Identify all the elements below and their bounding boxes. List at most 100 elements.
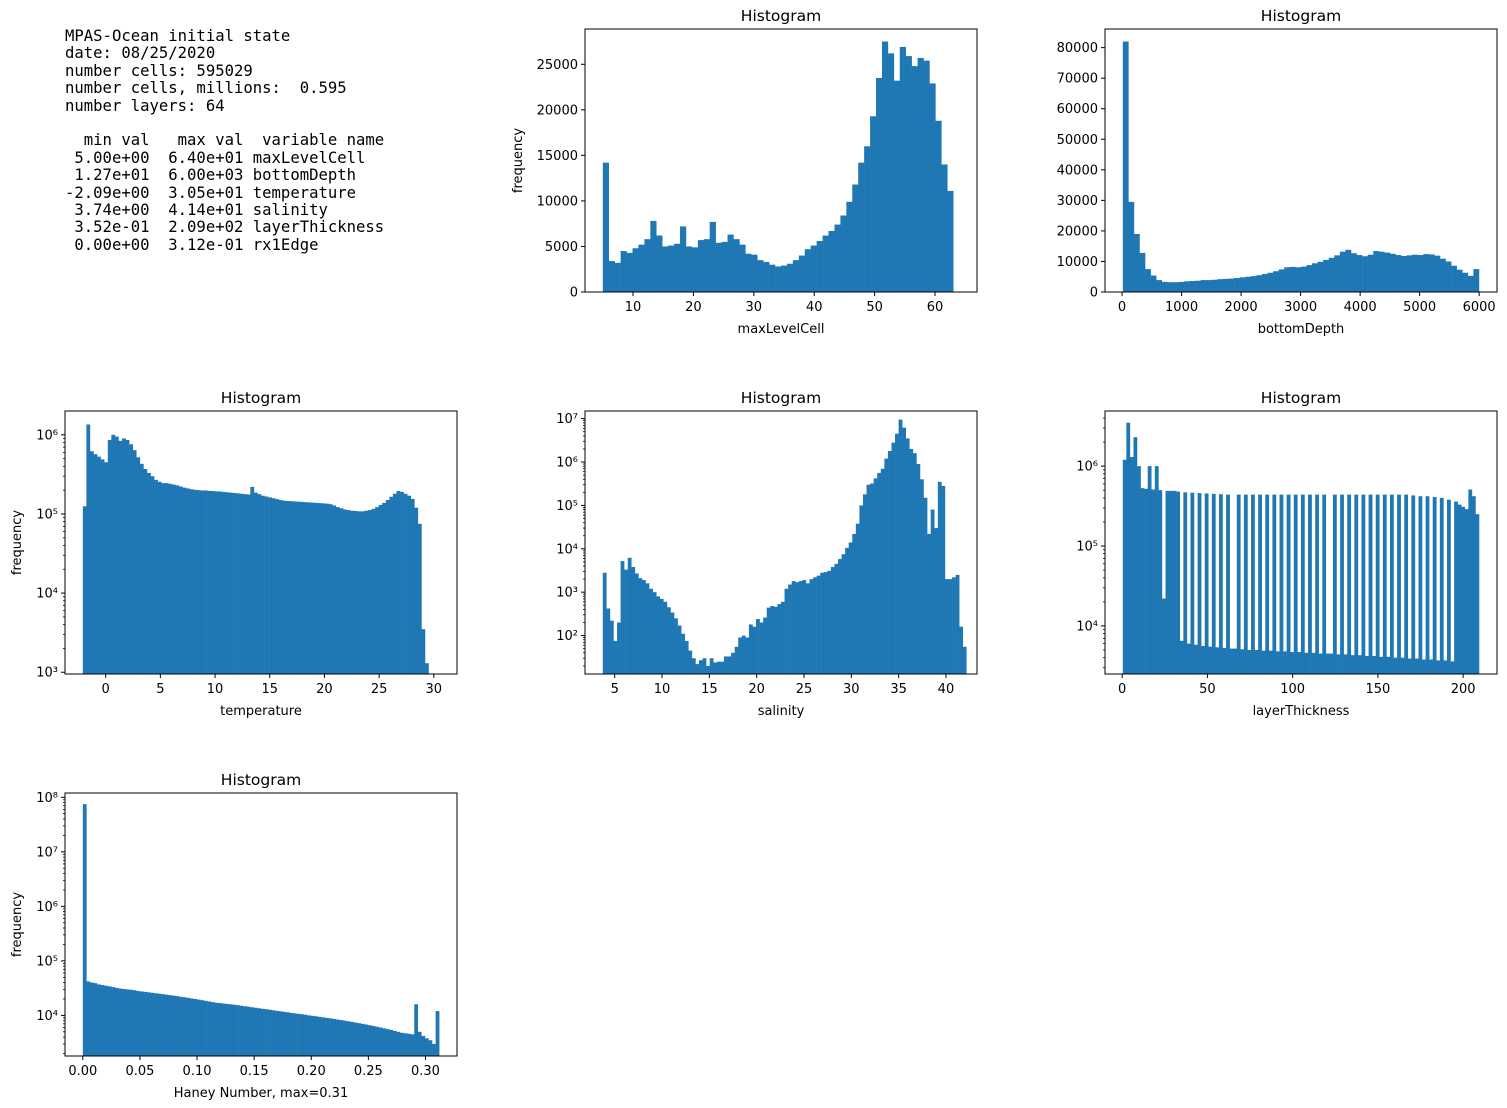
- histogram-bar: [927, 533, 931, 674]
- histogram-bar: [1289, 266, 1296, 292]
- x-axis-label: temperature: [220, 704, 302, 719]
- y-tick-label: 10⁵: [1076, 540, 1098, 555]
- histogram-bar: [435, 1011, 440, 1056]
- histogram-bar: [795, 582, 800, 674]
- histogram-bar: [1161, 281, 1168, 292]
- histogram-bar: [841, 554, 846, 674]
- histogram-bar: [1161, 598, 1166, 674]
- histogram-bar: [1456, 269, 1463, 292]
- histogram-bar: [656, 596, 661, 674]
- histogram-bar: [1254, 649, 1259, 674]
- histogram-bar: [193, 998, 198, 1056]
- histogram-bar: [335, 1019, 340, 1056]
- histogram-bar: [253, 492, 258, 674]
- histogram-bar: [342, 1020, 347, 1056]
- histogram-bar: [866, 484, 871, 674]
- histogram-bar: [114, 987, 119, 1056]
- histogram-bar: [763, 261, 770, 292]
- histogram-bar: [840, 215, 847, 292]
- histogram-bar: [697, 240, 705, 292]
- histogram-bar: [899, 46, 906, 292]
- histogram-bar: [1236, 494, 1241, 674]
- y-tick-label: 10⁶: [36, 900, 58, 915]
- x-tick-label: 5: [611, 682, 619, 697]
- histogram-bar: [1261, 650, 1266, 674]
- histogram-bar: [731, 652, 735, 674]
- y-tick-label: 70000: [1057, 72, 1098, 87]
- histogram-bar: [111, 987, 116, 1056]
- histogram-bar: [1417, 255, 1424, 292]
- histogram-bar: [650, 220, 657, 292]
- histogram-bar: [171, 484, 176, 674]
- histogram-bar: [1389, 253, 1396, 292]
- histogram-layerThickness: 0 50 100 150 200 10⁴ 10⁵ 10⁶ Histogram layerThick…: [1076, 389, 1498, 719]
- histogram-bar: [1154, 466, 1159, 674]
- histogram-bar: [1373, 251, 1380, 292]
- histogram-bar: [1169, 490, 1173, 674]
- histogram-bar: [221, 1003, 226, 1056]
- histogram-bar: [1361, 494, 1366, 674]
- histogram-bar: [1200, 280, 1207, 292]
- histogram-bar: [122, 438, 126, 674]
- y-tick-label: 50000: [1057, 133, 1098, 148]
- histogram-bar: [360, 511, 365, 674]
- histogram-bar: [1172, 490, 1177, 674]
- histogram-bar: [396, 1031, 401, 1056]
- histogram-bar: [264, 1009, 269, 1056]
- histogram-bar: [848, 542, 853, 674]
- histogram-bar: [733, 239, 740, 292]
- x-tick-label: 10: [207, 682, 224, 697]
- histogram-bar: [876, 77, 883, 293]
- histogram-bar: [100, 985, 105, 1056]
- x-tick-label: 0.15: [240, 1064, 269, 1079]
- y-tick-label: 10⁴: [36, 1009, 58, 1024]
- x-tick-label: 4000: [1344, 300, 1377, 315]
- histogram-bar: [157, 481, 162, 674]
- y-tick-label: 10⁷: [36, 845, 58, 860]
- x-tick-label: 5000: [1403, 300, 1436, 315]
- histogram-bar: [813, 577, 817, 674]
- histogram-bar: [845, 547, 849, 674]
- histogram-bar: [1445, 261, 1452, 292]
- histogram-bar: [328, 504, 333, 674]
- histogram-bar: [1179, 640, 1184, 674]
- histogram-bar: [1226, 494, 1230, 674]
- histogram-bar: [759, 622, 764, 674]
- histogram-bar: [666, 607, 671, 674]
- histogram-bar: [1393, 657, 1398, 674]
- histogram-bar: [1215, 647, 1220, 674]
- histogram-bar: [1404, 494, 1409, 674]
- histogram-bar: [396, 491, 401, 674]
- histogram-bar: [97, 456, 101, 674]
- histogram-bar: [321, 503, 326, 674]
- histogram-bar: [385, 1029, 390, 1056]
- histogram-bar: [770, 606, 775, 674]
- histogram-bar: [834, 224, 841, 292]
- histogram-bar: [1283, 651, 1287, 674]
- histogram-bar: [1312, 263, 1318, 292]
- histogram-bar: [1286, 494, 1291, 674]
- histogram-bar: [1414, 658, 1419, 674]
- histogram-bar: [713, 662, 718, 674]
- histogram-bar: [917, 57, 924, 292]
- histogram-bar: [775, 266, 782, 292]
- histogram-bar: [203, 1000, 208, 1056]
- histogram-bar: [1229, 648, 1234, 674]
- y-tick-label: 10⁴: [36, 587, 58, 602]
- histogram-temperature: 0 5 10 15 20 25 30 10³ 10⁴ 10⁵ 10⁶ Histogram tempera…: [10, 389, 458, 719]
- chart-title: Histogram: [1261, 389, 1341, 407]
- histogram-bar: [225, 492, 230, 674]
- histogram-bar: [745, 637, 750, 674]
- histogram-bar: [1315, 494, 1319, 674]
- histogram-bar: [314, 1016, 319, 1056]
- histogram-bar: [656, 235, 663, 292]
- histogram-bar: [378, 504, 383, 674]
- histogram-bar: [1218, 494, 1223, 674]
- histogram-bar: [1284, 267, 1291, 292]
- histogram-bar: [1367, 254, 1374, 292]
- histogram-bar: [211, 491, 215, 674]
- histogram-bar: [93, 983, 98, 1056]
- x-tick-label: 0.10: [183, 1064, 212, 1079]
- histogram-bar: [97, 984, 101, 1056]
- histogram-bar: [905, 56, 912, 292]
